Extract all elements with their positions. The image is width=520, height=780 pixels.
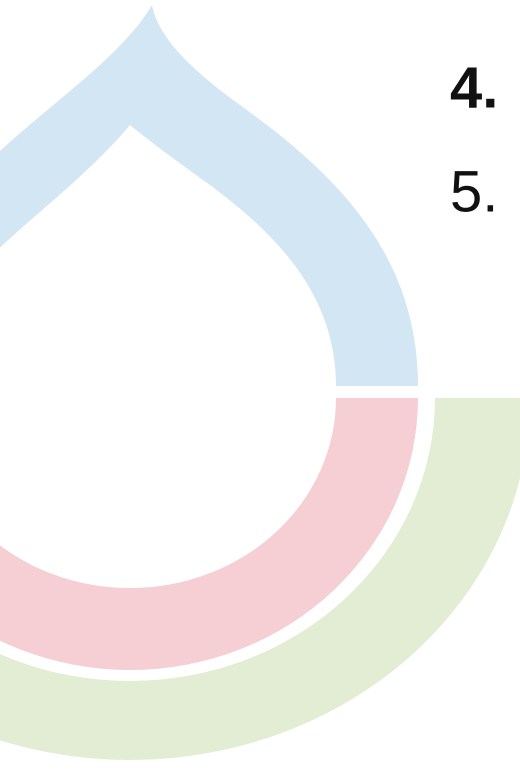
inner-white bbox=[0, 398, 336, 588]
list-number: 5. bbox=[450, 159, 498, 224]
drop-emblem bbox=[0, 5, 520, 760]
drop-inner bbox=[0, 125, 336, 386]
list-number: 4. bbox=[450, 55, 498, 120]
